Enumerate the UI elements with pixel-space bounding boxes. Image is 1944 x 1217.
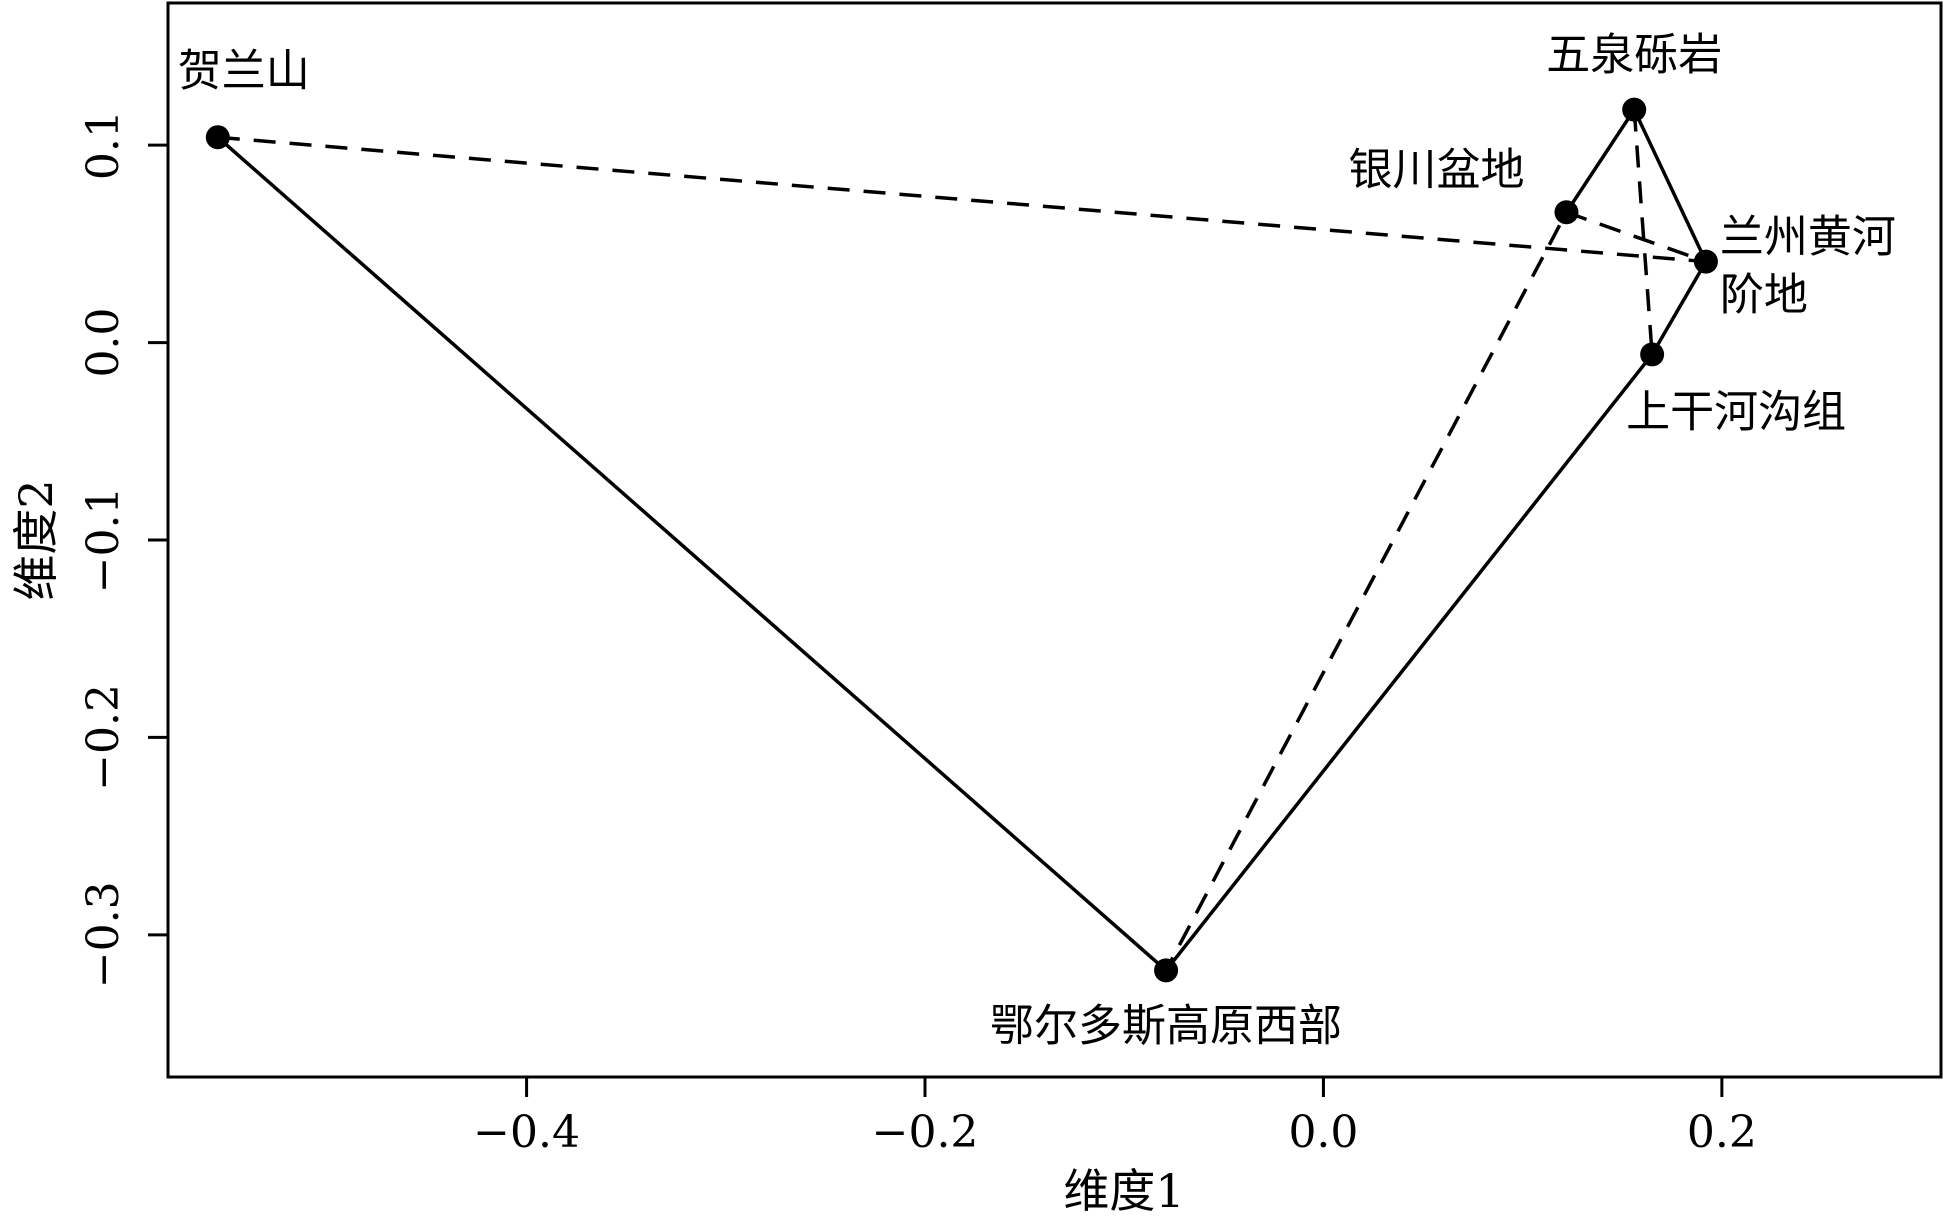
x-tick-label: −0.2: [872, 1107, 979, 1158]
point-label-lanzhou: 阶地: [1720, 270, 1808, 321]
point-label-helanshan: 贺兰山: [178, 45, 310, 96]
point-shanggan: [1640, 342, 1665, 367]
point-label-yinchuan: 银川盆地: [1348, 144, 1524, 195]
y-axis: −0.3 −0.2 −0.1 0.0 0.1: [78, 110, 168, 988]
y-tick-label: −0.2: [78, 684, 129, 791]
y-tick-label: −0.3: [78, 881, 129, 988]
plot-frame: [166, 1, 1943, 1079]
point-wuquan: [1622, 97, 1647, 122]
point-label-shanggan: 上干河沟组: [1626, 386, 1846, 437]
point-helanshan: [205, 125, 230, 150]
dashed-series-line: [217, 135, 1707, 972]
y-tick-label: 0.1: [78, 110, 129, 180]
x-tick-label: 0.2: [1687, 1107, 1757, 1158]
y-tick-label: −0.1: [78, 487, 129, 594]
y-tick-label: 0.0: [78, 308, 129, 378]
x-tick-label: −0.4: [473, 1107, 580, 1158]
x-axis-title: 维度1: [1063, 1164, 1184, 1217]
y-axis-title: 维度2: [9, 479, 63, 600]
point-label-lanzhou: 兰州黄河: [1720, 212, 1896, 263]
series-lines: [216, 106, 1708, 973]
point-label-eerduosi: 鄂尔多斯高原西部: [990, 1000, 1342, 1051]
point-label-wuquan: 五泉砾岩: [1546, 30, 1722, 81]
x-tick-label: 0.0: [1288, 1107, 1358, 1158]
x-axis: −0.4 −0.2 0.0 0.2: [473, 1077, 1757, 1158]
point-lanzhou: [1693, 249, 1718, 274]
dashed-segment-0: [1632, 109, 1654, 355]
point-eerduosi: [1154, 958, 1179, 983]
point-yinchuan: [1554, 200, 1579, 225]
solid-series-line: [216, 106, 1708, 973]
